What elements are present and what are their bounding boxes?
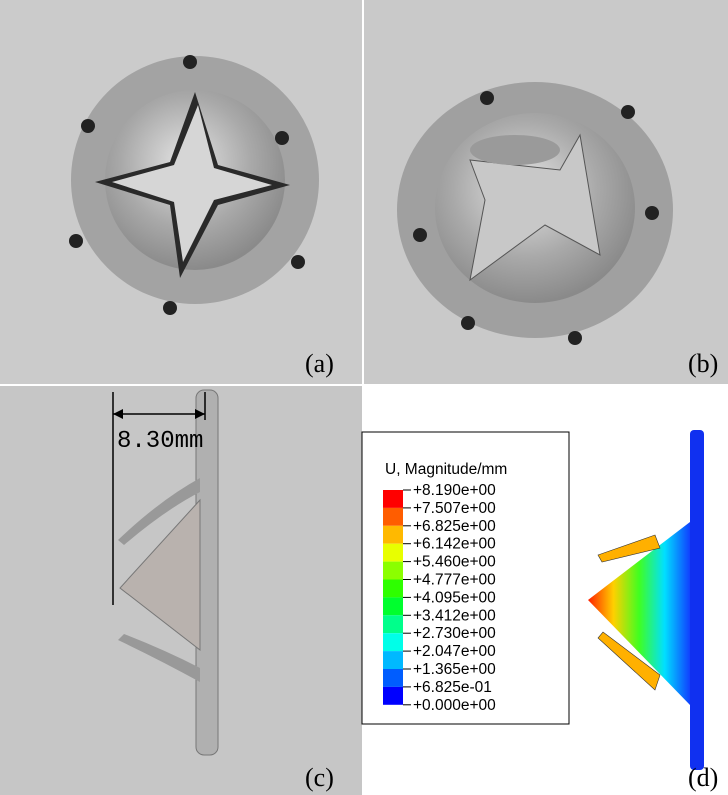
legend-band [383, 562, 403, 580]
legend: +8.190e+00+7.507e+00+6.825e+00+6.142e+00… [383, 482, 496, 714]
legend-band [383, 490, 403, 508]
legend-value: +7.507e+00 [413, 500, 496, 517]
panel-label: (b) [688, 349, 718, 378]
dimension-label: 8.30mm [117, 428, 203, 455]
legend-band [383, 687, 403, 705]
photo-a [0, 0, 362, 384]
legend-band [383, 633, 403, 651]
legend-value: +1.365e+00 [413, 661, 496, 678]
photo-b [364, 0, 728, 384]
legend-value: +2.047e+00 [413, 643, 496, 660]
legend-title: U, Magnitude/mm [385, 461, 507, 478]
legend-band [383, 615, 403, 633]
legend-band [383, 580, 403, 598]
legend-value: +6.825e+00 [413, 518, 496, 535]
legend-value: +6.825e-01 [413, 679, 492, 696]
panel-label: (c) [305, 763, 334, 792]
legend-value: +3.412e+00 [413, 607, 496, 624]
legend-band [383, 526, 403, 544]
photo-c: 8.30mm [0, 386, 362, 795]
legend-value: +8.190e+00 [413, 482, 496, 499]
legend-value: +0.000e+00 [413, 697, 496, 714]
legend-value: +4.777e+00 [413, 572, 496, 589]
legend-band [383, 544, 403, 562]
legend-value: +2.730e+00 [413, 625, 496, 642]
legend-band [383, 508, 403, 526]
figure: 8.30mm U, Magnitude/mm +8.190e+00+7.507e… [0, 0, 728, 795]
legend-band [383, 669, 403, 687]
fe-model: U, Magnitude/mm +8.190e+00+7.507e+00+6.8… [362, 430, 704, 770]
legend-band [383, 651, 403, 669]
legend-value: +6.142e+00 [413, 536, 496, 553]
panel-label: (a) [305, 349, 334, 378]
legend-value: +5.460e+00 [413, 554, 496, 571]
legend-band [383, 597, 403, 615]
panel-label: (d) [688, 763, 718, 792]
legend-value: +4.095e+00 [413, 589, 496, 606]
